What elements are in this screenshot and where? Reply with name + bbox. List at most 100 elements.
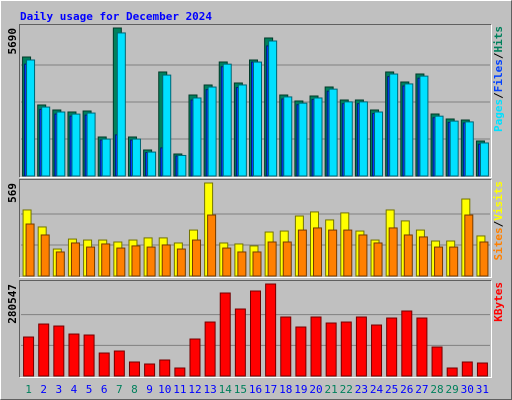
x-tick-label: 16 [249, 383, 262, 396]
x-tick-label: 23 [355, 383, 368, 396]
bar [446, 367, 458, 377]
x-tick-label: 19 [294, 383, 307, 396]
bar [219, 292, 231, 377]
bar [177, 154, 187, 177]
bar [340, 321, 352, 377]
x-tick-label: 17 [264, 383, 277, 396]
legend: Sites/Visits [492, 181, 505, 261]
bar [313, 227, 323, 277]
bar [297, 229, 307, 277]
bar [434, 115, 444, 177]
x-tick-label: 14 [219, 383, 233, 396]
panel-edge-light [19, 179, 492, 278]
bar [388, 227, 398, 277]
bar [83, 334, 95, 377]
bar [253, 61, 262, 177]
bar [116, 247, 126, 277]
legend: KBytes [492, 282, 505, 322]
bar [373, 242, 383, 277]
bar [116, 32, 126, 177]
bar [358, 101, 368, 177]
x-tick-label: 5 [86, 383, 93, 396]
bar [434, 246, 444, 277]
legend-separator: / [492, 92, 505, 99]
legend-entry: Sites [492, 227, 505, 260]
bar [146, 246, 156, 277]
x-tick-label: 25 [385, 383, 398, 396]
bar [98, 352, 110, 377]
bar [386, 317, 398, 377]
bar [476, 362, 488, 377]
x-tick-label: 20 [309, 383, 322, 396]
bar [189, 338, 201, 377]
bar [191, 239, 201, 277]
bar [128, 361, 140, 377]
bar [192, 97, 202, 177]
x-tick-label: 31 [476, 383, 489, 396]
x-tick-label: 27 [415, 383, 428, 396]
bar [358, 234, 368, 277]
bar [283, 96, 293, 177]
bar [401, 310, 413, 377]
bar [174, 367, 186, 377]
bar [449, 246, 459, 277]
bar [343, 101, 353, 177]
x-tick-label: 6 [101, 383, 108, 396]
bar [159, 359, 171, 377]
bar [86, 246, 96, 277]
x-tick-label: 28 [430, 383, 443, 396]
x-tick-label: 8 [131, 383, 138, 396]
y-tick-label: 280547 [6, 284, 19, 324]
x-tick-label: 26 [400, 383, 413, 396]
bar [222, 247, 232, 277]
bar [131, 245, 141, 277]
bar [26, 59, 36, 177]
legend-entry: Visits [492, 181, 505, 221]
legend-separator: / [492, 52, 505, 59]
panel-edge-light [19, 24, 492, 178]
bar [70, 242, 80, 277]
bar [41, 106, 51, 177]
bar [131, 138, 141, 177]
x-tick-label: 10 [158, 383, 171, 396]
bar [176, 248, 186, 277]
bar [38, 323, 50, 377]
bar [404, 83, 414, 177]
bar [343, 229, 353, 277]
bar [234, 308, 246, 377]
bar [25, 223, 35, 277]
x-tick-label: 21 [325, 383, 338, 396]
bar [23, 336, 35, 377]
legend-entry: KBytes [492, 282, 505, 322]
panel-edge-light [19, 280, 492, 378]
bar [207, 86, 217, 177]
x-tick-label: 7 [116, 383, 123, 396]
bar [280, 316, 292, 377]
x-tick-label: 18 [279, 383, 292, 396]
x-tick-label: 24 [370, 383, 384, 396]
bar [53, 325, 65, 377]
bar [419, 75, 429, 177]
bar [310, 316, 322, 377]
x-tick-label: 30 [461, 383, 474, 396]
bar [71, 113, 81, 177]
legend-entry: Files [492, 59, 505, 92]
bar [101, 138, 111, 177]
bar [207, 214, 217, 277]
bar [252, 251, 262, 277]
bar [113, 350, 125, 377]
x-tick-label: 2 [40, 383, 47, 396]
bar [479, 241, 489, 277]
bar [418, 236, 428, 277]
x-tick-label: 3 [56, 383, 63, 396]
bar [68, 333, 80, 377]
x-tick-label: 9 [146, 383, 153, 396]
bar [355, 316, 367, 377]
bar [325, 322, 337, 377]
legend: Pages/Files/Hits [492, 26, 505, 132]
bar [144, 363, 156, 377]
bar [86, 112, 96, 177]
bar [40, 234, 50, 277]
bar [416, 317, 428, 377]
